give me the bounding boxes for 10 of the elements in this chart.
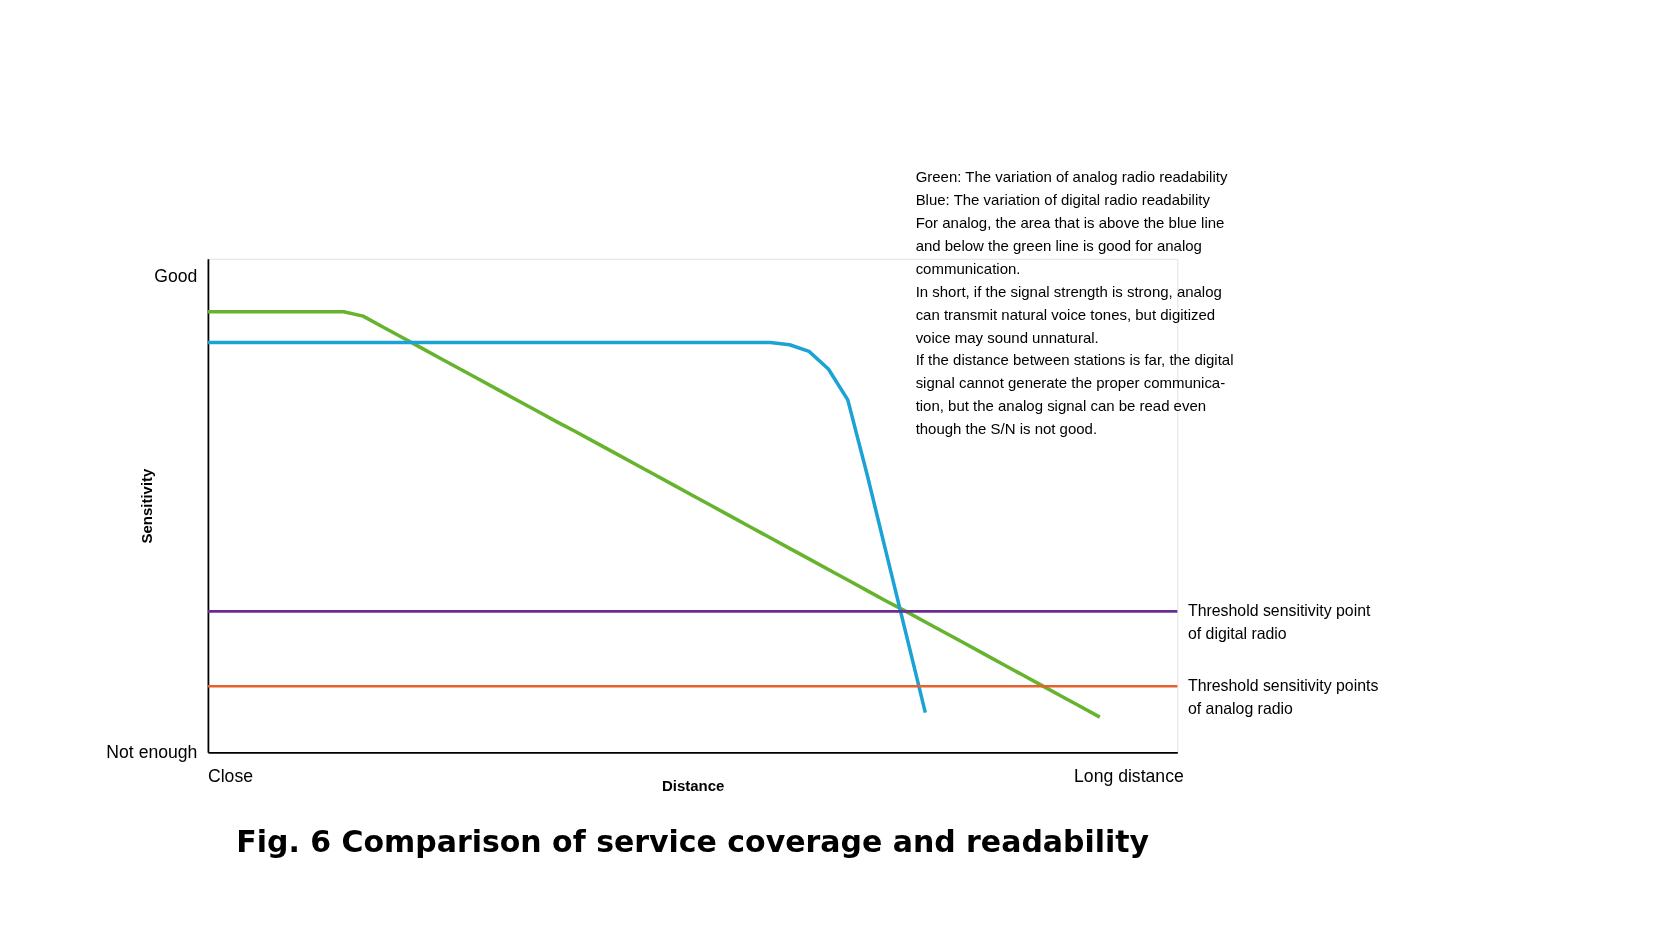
- y-axis-title: Sensitivity: [138, 467, 156, 544]
- x-axis-title: Distance: [661, 776, 725, 794]
- text: Fig. 6 Comparison of service coverage and readability: [236, 823, 1150, 859]
- text: Close: [207, 766, 254, 787]
- text: Not enough: [106, 741, 198, 762]
- text: Good: [154, 265, 198, 286]
- ref-line-label: Threshold sensitivity points of analog radio: [1187, 676, 1379, 717]
- ref-line-label: Threshold sensitivity point of digital radio: [1187, 601, 1372, 642]
- text: Green: The variation of analog radio readability Blue: The variation of digital radio readability For analog, the area that is above the blue line and below the green line is good for analog communication. In short, if the signal strength is strong, analog can transmit natural voice tones, but digitized voice may sound unnatural. If the distance between stations is far, the digital signal cannot generate the proper communica- tion, but the analog signal can be read even though the S/N is not good.: [915, 168, 1234, 438]
- text: Long distance: [1074, 766, 1184, 787]
